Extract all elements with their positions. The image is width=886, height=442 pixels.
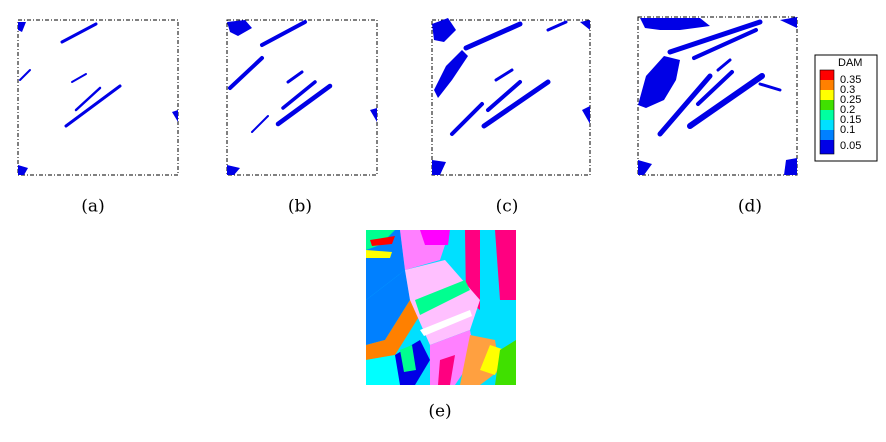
damage-map-d [637,16,798,176]
legend-tick: 0.35 [840,74,861,86]
panel-label: (a) [81,197,104,217]
panel-label: (e) [428,402,451,422]
panel-label: (b) [288,197,312,217]
legend-tick: 0.05 [840,140,861,152]
legend-tick: 0.3 [840,84,855,96]
damage-map-a [17,19,179,176]
legend-tick: 0.1 [840,124,855,136]
panel-label: (d) [738,197,762,217]
legend-tick: 0.2 [840,104,855,116]
legend-tick: 0.15 [840,114,861,126]
damage-map-c [431,18,591,176]
legend-title: DAM [838,57,862,69]
damage-map-b [226,19,378,176]
panel-label: (c) [496,197,519,217]
legend-tick: 0.25 [840,94,861,106]
grain-map [366,230,516,385]
legend: DAM 0.35 0.3 0.25 0.2 0.15 0.1 0.05 [814,54,878,162]
